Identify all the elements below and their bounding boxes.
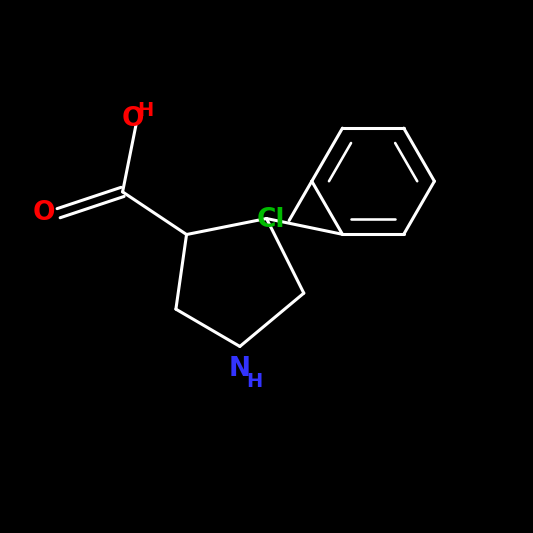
Text: Cl: Cl bbox=[256, 207, 285, 233]
Text: H: H bbox=[246, 372, 262, 391]
Text: O: O bbox=[33, 200, 55, 226]
Text: H: H bbox=[138, 101, 154, 120]
Text: N: N bbox=[229, 356, 251, 382]
Text: O: O bbox=[122, 106, 144, 132]
